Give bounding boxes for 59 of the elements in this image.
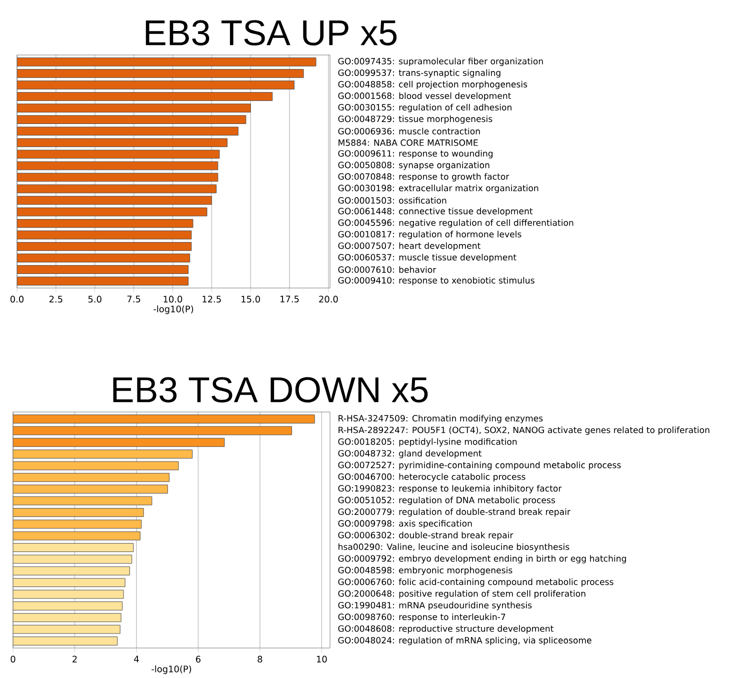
y-tick-label: GO:0001568: blood vessel development xyxy=(338,92,511,101)
y-tick-label: R-HSA-2892247: POU5F1 (OCT4), SOX2, NANOG activate genes related to proliferation xyxy=(338,426,710,435)
y-tick-label: GO:0048024: regulation of mRNA splicing, via spliceosome xyxy=(338,636,592,646)
y-tick-label: GO:0009611: response to wounding xyxy=(338,150,493,158)
y-tick-label: GO:0048608: reproductive structure development xyxy=(338,625,554,634)
y-tick-label: GO:0048598: embryonic morphogenesis xyxy=(338,566,512,576)
x-tick-label: 5.0 xyxy=(88,296,102,303)
x-tick-label: 10 xyxy=(316,656,327,663)
y-tick-label: GO:0097435: supramolecular fiber organization xyxy=(338,58,543,66)
y-tick-label: GO:0007507: heart development xyxy=(338,242,480,251)
x-tick-label: 0.0 xyxy=(10,296,24,303)
y-tick-label: GO:0006302: double-strand break repair xyxy=(338,532,514,540)
y-tick-label: M5884: NABA CORE MATRISOME xyxy=(338,139,478,146)
y-tick-label: GO:0007610: behavior xyxy=(338,266,436,273)
x-tick-label: 10.0 xyxy=(164,296,182,303)
y-tick-label: GO:0030198: extracellular matrix organization xyxy=(338,184,538,193)
y-tick-label: GO:1990481: mRNA pseudouridine synthesis xyxy=(338,602,532,610)
y-tick-label: GO:0099537: trans-synaptic signaling xyxy=(338,69,500,78)
x-tick-label: 8 xyxy=(258,656,262,663)
x-tick-label: 17.5 xyxy=(280,296,299,302)
y-tick-label: GO:2000779: regulation of double-strand break repair xyxy=(338,508,570,517)
x-tick-label: 0 xyxy=(10,656,16,663)
x-tick-label: 12.5 xyxy=(202,296,221,303)
y-tick-label: GO:0048858: cell projection morphogenesis xyxy=(338,80,528,90)
x-tick-label: 2.5 xyxy=(49,296,62,303)
x-tick-label: 2 xyxy=(72,656,77,662)
y-tick-label: GO:0060537: muscle tissue development xyxy=(338,254,516,262)
y-tick-label: GO:0048729: tissue morphogenesis xyxy=(338,115,492,124)
y-tick-label: GO:0006760: folic acid-containing compound metabolic process xyxy=(338,578,614,587)
chart-title: EB3 TSA DOWN x5 xyxy=(113,377,428,402)
x-tick-label: 7.5 xyxy=(127,296,140,302)
y-tick-label: GO:0048732: gland development xyxy=(338,450,482,458)
y-tick-label: GO:0061448: connective tissue development xyxy=(338,208,533,216)
y-tick-label: GO:0045596: negative regulation of cell differentiation xyxy=(338,219,574,228)
y-tick-label: GO:0006936: muscle contraction xyxy=(338,128,480,134)
y-tick-label: GO:0009798: axis specification xyxy=(338,520,472,528)
y-tick-label: GO:0046700: heterocycle catabolic process xyxy=(338,473,526,482)
y-tick-label: hsa00290: Valine, leucine and isoleucine biosynthesis xyxy=(338,543,570,552)
y-tick-label: R-HSA-3247509: Chromatin modifying enzymes xyxy=(338,414,543,424)
y-tick-label: GO:0072527: pyrimidine-containing compound metabolic process xyxy=(338,462,621,470)
y-tick-label: GO:0070848: response to growth factor xyxy=(338,173,510,182)
y-tick-label: GO:1990823: response to leukemia inhibitory factor xyxy=(338,484,562,494)
x-axis-title: -log10(P) xyxy=(152,665,192,674)
y-tick-label: GO:0050808: synapse organization xyxy=(338,162,490,170)
x-tick-label: 4 xyxy=(134,656,139,662)
chart-title: EB3 TSA UP x5 xyxy=(146,20,397,46)
x-tick-label: 6 xyxy=(196,656,200,663)
y-tick-label: GO:0009410: response to xenobiotic stimulus xyxy=(338,276,534,286)
y-tick-label: GO:0051052: regulation of DNA metabolic process xyxy=(338,496,555,505)
y-tick-label: GO:0001503: ossification xyxy=(338,197,446,204)
x-tick-label: 15.0 xyxy=(242,296,260,303)
y-tick-label: GO:0098760: response to interleukin-7 xyxy=(338,613,506,622)
y-tick-label: GO:0018205: peptidyl-lysine modification xyxy=(338,438,517,447)
y-tick-label: GO:0030155: regulation of cell adhesion xyxy=(338,104,512,112)
y-tick-label: GO:0009792: embryo development ending in birth or egg hatching xyxy=(338,555,626,564)
y-tick-label: GO:2000648: positive regulation of stem cell proliferation xyxy=(338,590,586,598)
x-axis-title: -log10(P) xyxy=(154,305,194,314)
y-tick-label: GO:0010817: regulation of hormone levels xyxy=(338,230,522,240)
x-tick-label: 20.0 xyxy=(319,296,338,303)
